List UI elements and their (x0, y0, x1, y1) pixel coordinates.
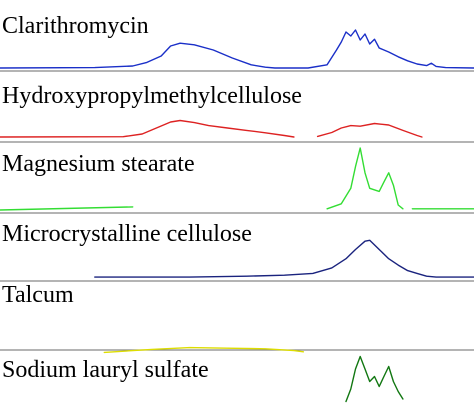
trace-magnesium-stearate-segment-1 (0, 206, 134, 211)
panel-labels: Clarithromycin Hydroxypropylmethylcellulo… (2, 13, 302, 383)
trace-talcum-segment-1 (103, 346, 305, 354)
trace-microcrystalline-cellulose-segment-1 (94, 239, 474, 278)
label-microcrystalline-cellulose: Microcrystalline cellulose (2, 221, 252, 247)
panel-separators (0, 70, 474, 351)
trace-clarithromycin-segment-1 (0, 29, 474, 69)
label-hydroxypropylmethylcellulose: Hydroxypropylmethylcellulose (2, 83, 302, 109)
label-magnesium-stearate: Magnesium stearate (2, 151, 195, 177)
label-clarithromycin: Clarithromycin (2, 13, 149, 39)
trace-hydroxypropylmethylcellulose-segment-2 (316, 122, 423, 138)
panel-traces (0, 29, 474, 403)
trace-sodium-lauryl-sulfate-segment-1 (345, 355, 404, 403)
label-sodium-lauryl-sulfate: Sodium lauryl sulfate (2, 357, 209, 383)
trace-hydroxypropylmethylcellulose-segment-1 (0, 119, 295, 138)
trace-magnesium-stearate-segment-2 (326, 147, 404, 210)
label-talcum: Talcum (2, 282, 74, 308)
